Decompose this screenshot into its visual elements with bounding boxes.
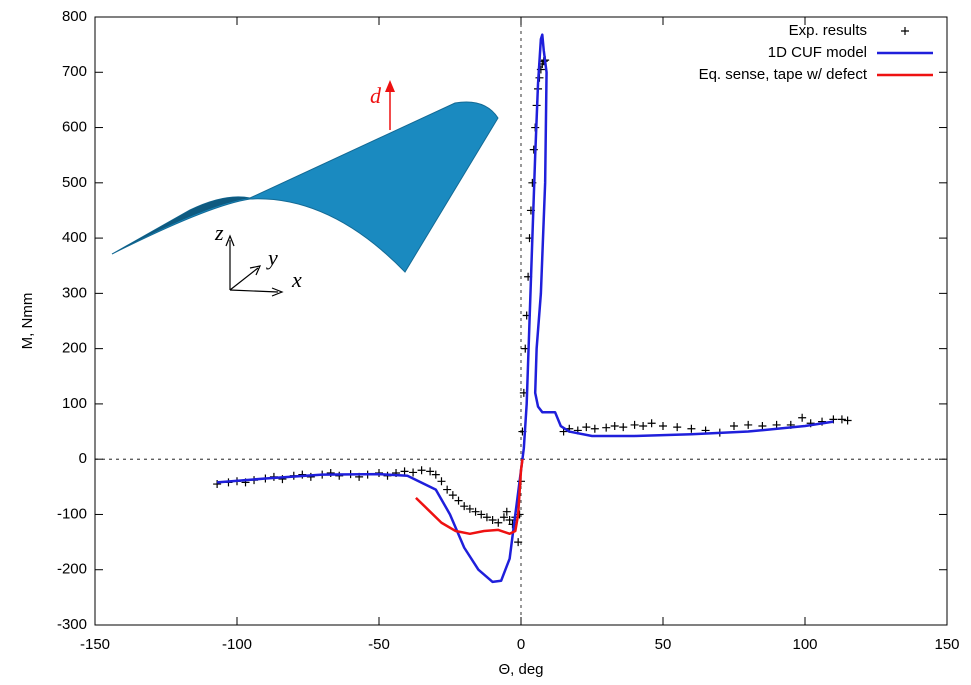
data-point [460, 502, 469, 511]
y-tick-label: -300 [57, 616, 87, 633]
data-point [417, 466, 426, 475]
data-point [744, 420, 753, 429]
data-point [602, 423, 611, 432]
data-point [448, 491, 457, 500]
series-line [415, 459, 524, 536]
x-tick-label: -150 [80, 636, 110, 653]
legend-label: Eq. sense, tape w/ defect [699, 66, 868, 83]
data-point [443, 485, 452, 494]
data-point [758, 422, 767, 431]
data-point [482, 513, 491, 522]
data-point [582, 423, 591, 432]
x-axis-label: Θ, deg [498, 661, 543, 678]
data-point [837, 415, 846, 424]
inset-label: z [214, 220, 224, 245]
legend-label: Exp. results [789, 22, 867, 39]
data-point [431, 470, 440, 479]
data-point [673, 423, 682, 432]
y-tick-label: 400 [62, 229, 87, 246]
data-point [477, 510, 486, 519]
inset-label: d [370, 83, 382, 108]
x-tick-label: 150 [934, 636, 959, 653]
data-point [590, 424, 599, 433]
y-tick-label: 300 [62, 284, 87, 301]
x-tick-label: -100 [222, 636, 252, 653]
data-point [437, 477, 446, 486]
inset-label: x [291, 267, 302, 292]
data-point [630, 420, 639, 429]
y-tick-label: 600 [62, 119, 87, 136]
data-point [502, 507, 511, 516]
data-point [494, 518, 503, 527]
data-point [798, 413, 807, 422]
legend-marker [901, 27, 909, 35]
data-point [400, 467, 409, 476]
legend-label: 1D CUF model [768, 44, 867, 61]
data-point [730, 422, 738, 431]
y-tick-label: 500 [62, 174, 87, 191]
data-point [471, 507, 480, 516]
data-point [619, 423, 628, 432]
data-point [465, 504, 474, 513]
data-point [514, 538, 523, 547]
data-point [843, 416, 852, 425]
data-point [639, 422, 648, 431]
inset-tape [111, 80, 499, 297]
x-tick-label: 50 [655, 636, 672, 653]
y-tick-label: -100 [57, 505, 87, 522]
y-tick-label: 800 [62, 8, 87, 25]
data-point [659, 422, 667, 431]
data-point [687, 424, 696, 433]
y-tick-label: 0 [79, 450, 87, 467]
y-axis-label: M, Nmm [19, 293, 36, 350]
x-tick-label: -50 [368, 636, 390, 653]
y-tick-label: 100 [62, 395, 87, 412]
data-point [409, 468, 418, 477]
y-tick-label: 700 [62, 63, 87, 80]
y-tick-label: -200 [57, 561, 87, 578]
data-point [488, 515, 497, 524]
data-point [426, 467, 435, 476]
data-point [610, 422, 619, 431]
data-point [499, 513, 508, 522]
data-point [647, 419, 656, 428]
x-tick-label: 0 [517, 636, 525, 653]
series-line [217, 33, 834, 584]
inset-label: y [266, 245, 278, 270]
x-tick-label: 100 [792, 636, 817, 653]
y-tick-label: 200 [62, 340, 87, 357]
data-point [454, 496, 463, 505]
data-point [505, 515, 514, 524]
